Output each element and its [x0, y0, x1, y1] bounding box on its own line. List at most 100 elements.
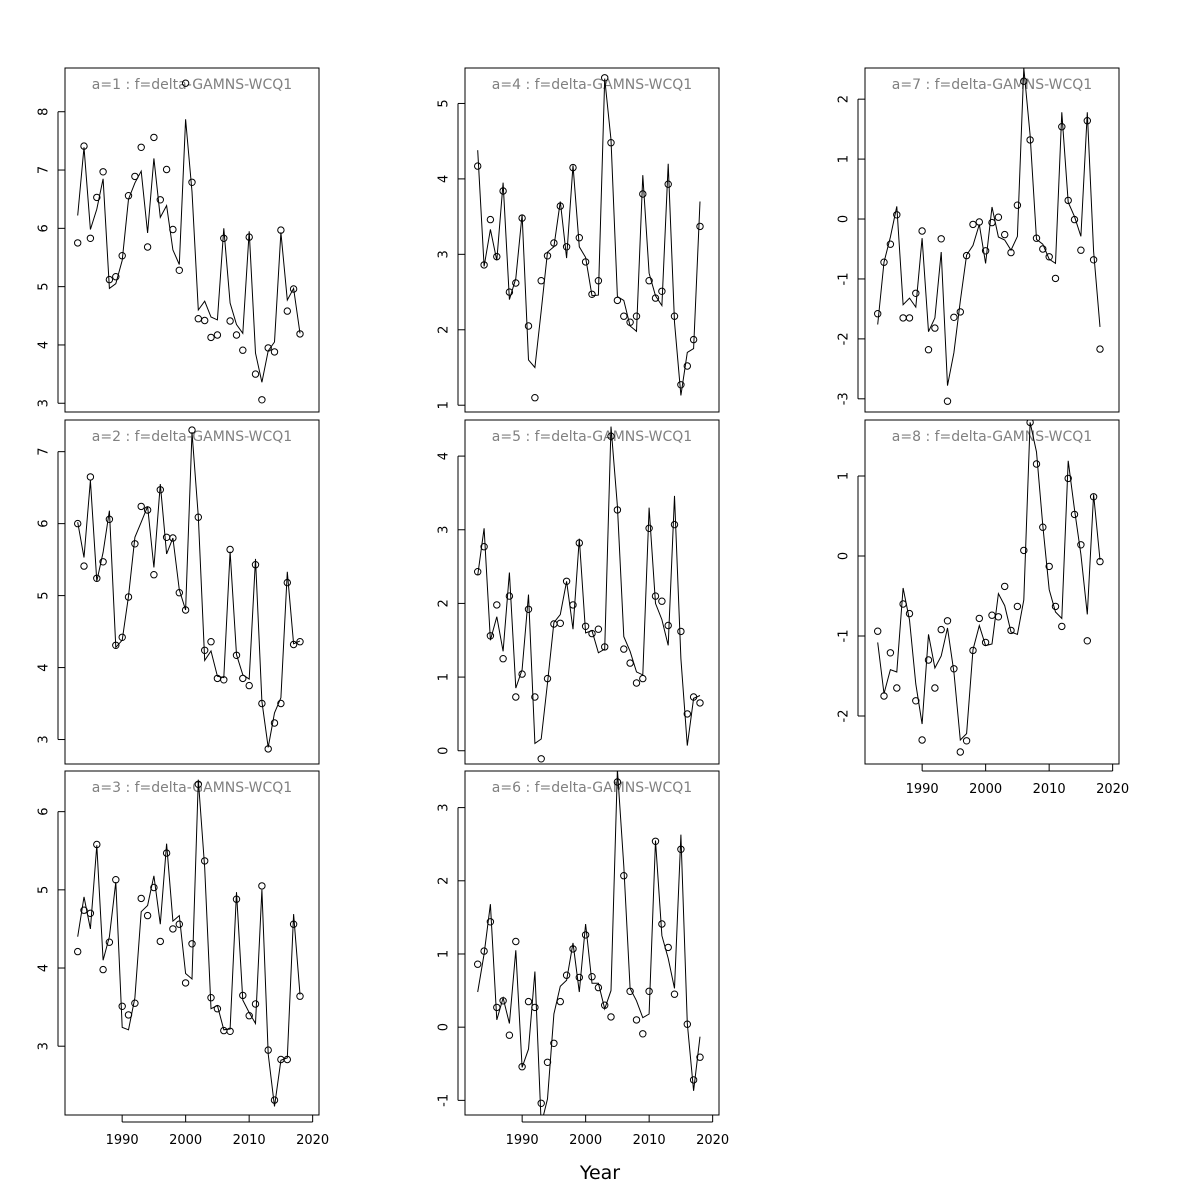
- data-point: [188, 940, 196, 948]
- data-point: [143, 243, 152, 251]
- data-point: [670, 990, 679, 998]
- data-point: [962, 251, 971, 260]
- data-point: [626, 659, 634, 667]
- data-point: [143, 911, 152, 920]
- data-point: [994, 213, 1003, 221]
- data-point: [550, 1039, 558, 1048]
- data-point: [689, 1076, 698, 1084]
- x-tick-label: 2010: [1033, 782, 1066, 797]
- y-tick-label: 3: [437, 526, 452, 534]
- plot-frame: [464, 419, 720, 765]
- data-point: [1077, 246, 1085, 254]
- data-point: [137, 894, 145, 903]
- data-point: [80, 906, 88, 914]
- panel-title: a=7 : f=delta-GAMNS-WCQ1: [892, 77, 1092, 93]
- data-point: [105, 938, 114, 946]
- plot-frame: [464, 67, 720, 413]
- panel-title: a=4 : f=delta-GAMNS-WCQ1: [492, 77, 692, 93]
- data-point: [912, 697, 920, 705]
- data-point: [137, 502, 145, 511]
- x-tick-label: 1990: [506, 1133, 539, 1148]
- data-point: [969, 220, 977, 229]
- x-tick-label: 2000: [569, 1133, 602, 1148]
- plot-area: [474, 426, 704, 763]
- data-point: [505, 1031, 514, 1039]
- data-point: [1007, 626, 1015, 635]
- data-point: [918, 227, 926, 235]
- x-tick-label: 2000: [969, 782, 1002, 797]
- plot-area: [874, 68, 1104, 405]
- x-tick-label: 2020: [296, 1133, 329, 1148]
- data-point: [531, 1003, 539, 1012]
- plot-frame: [464, 770, 720, 1116]
- y-tick-label: 1: [437, 950, 452, 958]
- data-point: [537, 277, 545, 285]
- y-tick-label: 3: [437, 803, 452, 811]
- data-point: [696, 699, 704, 707]
- y-tick-label: 1: [437, 673, 452, 681]
- plot-area: [74, 426, 304, 753]
- data-point: [645, 987, 653, 995]
- data-point: [74, 519, 82, 528]
- data-point: [296, 638, 304, 646]
- data-point: [632, 679, 641, 687]
- data-point: [512, 693, 520, 701]
- data-point: [1045, 562, 1053, 571]
- y-tick-label: 0: [837, 552, 852, 560]
- data-point: [277, 226, 285, 234]
- data-point: [880, 692, 888, 700]
- data-point: [670, 520, 679, 529]
- data-point: [1083, 637, 1092, 645]
- data-point: [537, 1099, 545, 1108]
- data-point: [480, 543, 488, 551]
- data-point: [1039, 245, 1047, 253]
- data-point: [1013, 602, 1022, 611]
- data-point: [493, 601, 501, 609]
- data-point: [251, 1000, 260, 1008]
- data-point: [950, 313, 958, 321]
- data-point: [1089, 256, 1098, 264]
- data-point: [639, 1030, 647, 1038]
- plot-area: [74, 79, 304, 404]
- data-point: [232, 331, 241, 339]
- y-tick-label: 5: [37, 283, 52, 291]
- y-tick-label: -3: [837, 392, 852, 405]
- y-tick-label: 4: [437, 452, 452, 460]
- data-point: [283, 307, 291, 315]
- data-point: [99, 168, 107, 176]
- data-point: [1058, 622, 1066, 631]
- panel-title: a=8 : f=delta-GAMNS-WCQ1: [892, 429, 1092, 445]
- data-point: [1032, 460, 1041, 468]
- data-point: [194, 315, 203, 323]
- x-tick-label: 2020: [696, 1133, 729, 1148]
- data-point: [181, 979, 190, 987]
- data-point: [93, 193, 101, 202]
- data-point: [162, 849, 171, 857]
- data-point: [112, 876, 120, 884]
- data-point: [245, 681, 253, 690]
- data-point: [962, 737, 971, 745]
- data-point: [270, 719, 279, 727]
- y-tick-label: -1: [437, 1094, 452, 1107]
- data-point: [874, 627, 882, 635]
- y-tick-label: 7: [37, 166, 52, 174]
- data-point: [912, 289, 920, 297]
- y-tick-label: 7: [37, 448, 52, 456]
- plot-frame: [64, 770, 320, 1116]
- plot-frame: [64, 419, 320, 765]
- y-tick-label: -2: [837, 332, 852, 345]
- data-point: [80, 562, 88, 570]
- data-point: [1001, 582, 1009, 591]
- data-point: [658, 597, 666, 605]
- data-point: [594, 625, 603, 633]
- y-tick-label: 6: [37, 808, 52, 816]
- plot-area: [874, 420, 1104, 756]
- y-tick-label: 4: [37, 663, 52, 671]
- data-point: [512, 937, 520, 946]
- data-point: [981, 247, 990, 255]
- data-point: [937, 235, 945, 243]
- y-tick-label: 4: [437, 175, 452, 183]
- data-point: [562, 243, 571, 251]
- data-point: [645, 277, 653, 285]
